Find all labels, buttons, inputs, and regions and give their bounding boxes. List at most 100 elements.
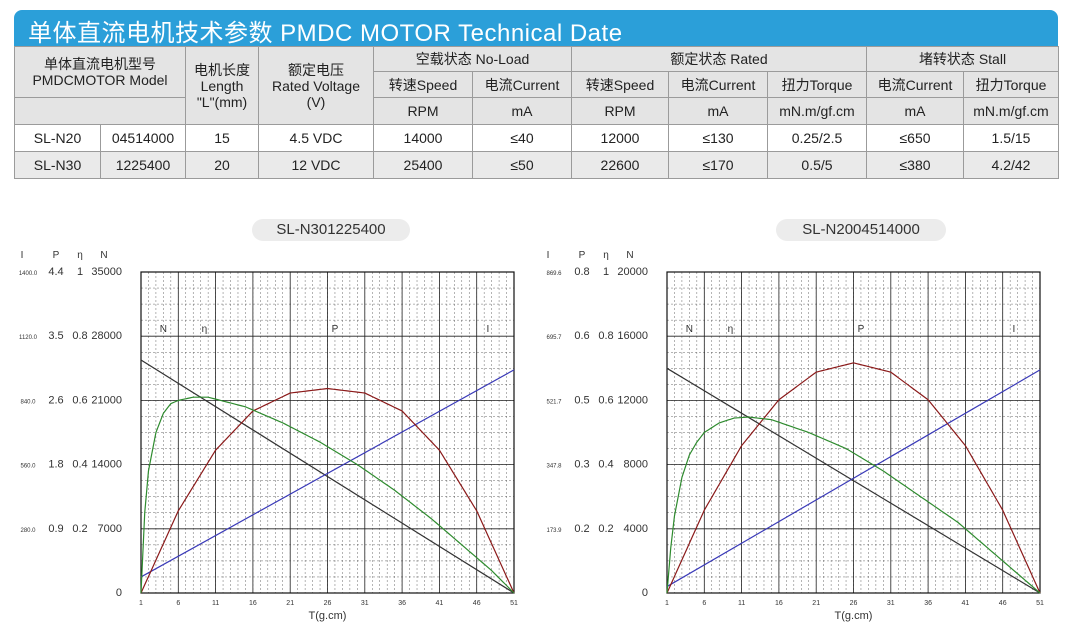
curve-label: I bbox=[486, 324, 489, 335]
curve-label: η bbox=[202, 324, 208, 335]
x-tick: 41 bbox=[962, 600, 970, 607]
y-tick-i: 560.0 bbox=[20, 464, 36, 470]
table-cell: 4.5 VDC bbox=[258, 124, 374, 152]
table-cell: 20 bbox=[185, 151, 259, 179]
y-tick-i: 840.0 bbox=[20, 399, 36, 405]
curve-label: N bbox=[686, 324, 693, 335]
table-cell: 12 VDC bbox=[258, 151, 374, 179]
unit-cell: mN.m/gf.cm bbox=[767, 97, 867, 125]
length-header: 电机长度 Length "L"(mm) bbox=[185, 46, 259, 125]
x-tick: 11 bbox=[738, 600, 745, 607]
y-tick-eta: 1 bbox=[77, 266, 83, 278]
table-cell: 1.5/15 bbox=[963, 124, 1059, 152]
voltage-header: 额定电压 Rated Voltage (V) bbox=[258, 46, 374, 125]
y-tick-n: 12000 bbox=[617, 394, 648, 406]
series-line-P bbox=[666, 362, 1041, 594]
y-tick-i: 1400.0 bbox=[19, 271, 38, 277]
y-tick-n: 20000 bbox=[617, 266, 648, 278]
y-tick-p: 0.6 bbox=[574, 330, 589, 342]
subheader-stall-current: 电流Current bbox=[866, 71, 964, 98]
y-tick-n: 0 bbox=[116, 587, 122, 599]
y-tick-eta: 0.8 bbox=[72, 330, 87, 342]
table-cell: 22600 bbox=[571, 151, 669, 179]
axis-header-3: N bbox=[100, 250, 107, 261]
x-tick: 51 bbox=[510, 600, 518, 607]
y-tick-i: 869.6 bbox=[546, 271, 562, 277]
series-line-η bbox=[666, 416, 1041, 594]
x-tick: 1 bbox=[139, 600, 143, 607]
table-cell: 0.25/2.5 bbox=[767, 124, 867, 152]
table-cell: SL-N30 bbox=[14, 151, 101, 179]
y-tick-p: 0.5 bbox=[574, 394, 589, 406]
curve-label: η bbox=[728, 324, 734, 335]
y-tick-i: 1120.0 bbox=[19, 335, 38, 341]
table-cell: ≤130 bbox=[668, 124, 768, 152]
y-tick-eta: 0.2 bbox=[72, 523, 87, 535]
x-axis-label: T(g.cm) bbox=[835, 610, 873, 622]
table-row: SL-N30 1225400 20 12 VDC 25400 ≤50 22600… bbox=[14, 151, 1059, 179]
subheader-rated-speed: 转速Speed bbox=[571, 71, 669, 98]
subheader-noload-speed: 转速Speed bbox=[373, 71, 473, 98]
y-tick-p: 3.5 bbox=[48, 330, 63, 342]
y-tick-eta: 0.8 bbox=[598, 330, 613, 342]
x-tick: 21 bbox=[286, 600, 294, 607]
axis-header-2: η bbox=[77, 250, 83, 261]
x-tick: 36 bbox=[398, 600, 406, 607]
unit-cell: mA bbox=[668, 97, 768, 125]
axis-header-0: I bbox=[21, 250, 24, 261]
y-tick-n: 7000 bbox=[98, 523, 122, 535]
unit-cell: RPM bbox=[373, 97, 473, 125]
series-line-N bbox=[666, 367, 1041, 594]
series-line-I bbox=[140, 369, 515, 578]
unit-cell: mA bbox=[866, 97, 964, 125]
table-cell: 25400 bbox=[373, 151, 473, 179]
table-cell: 14000 bbox=[373, 124, 473, 152]
y-tick-p: 2.6 bbox=[48, 394, 63, 406]
plot-frame bbox=[140, 271, 515, 594]
model-header-spacer bbox=[14, 97, 186, 125]
y-tick-p: 4.4 bbox=[48, 266, 63, 278]
chart-grid bbox=[141, 272, 514, 593]
unit-cell: mA bbox=[472, 97, 572, 125]
y-tick-n: 16000 bbox=[617, 330, 648, 342]
y-tick-n: 4000 bbox=[624, 523, 648, 535]
x-tick: 31 bbox=[361, 600, 369, 607]
unit-cell: mN.m/gf.cm bbox=[963, 97, 1059, 125]
x-tick: 51 bbox=[1036, 600, 1044, 607]
curve-label: P bbox=[332, 324, 339, 335]
chart-title: SL-N301225400 bbox=[252, 219, 410, 241]
y-tick-eta: 0.2 bbox=[598, 523, 613, 535]
table-cell: 12000 bbox=[571, 124, 669, 152]
group-rated-header: 额定状态 Rated bbox=[571, 46, 867, 72]
table-row: SL-N20 04514000 15 4.5 VDC 14000 ≤40 120… bbox=[14, 124, 1059, 152]
y-tick-n: 21000 bbox=[91, 394, 122, 406]
model-header: 单体直流电机型号 PMDCMOTOR Model bbox=[14, 46, 186, 98]
table-cell: 4.2/42 bbox=[963, 151, 1059, 179]
y-tick-p: 0.8 bbox=[574, 266, 589, 278]
x-tick: 31 bbox=[887, 600, 895, 607]
x-tick: 21 bbox=[812, 600, 820, 607]
x-tick: 16 bbox=[775, 600, 783, 607]
y-tick-i: 521.7 bbox=[546, 399, 562, 405]
group-noload-header: 空载状态 No-Load bbox=[373, 46, 572, 72]
y-tick-eta: 0.6 bbox=[72, 394, 87, 406]
axis-header-1: P bbox=[579, 250, 586, 261]
series-line-η bbox=[140, 396, 515, 594]
y-tick-n: 14000 bbox=[91, 459, 122, 471]
axis-header-3: N bbox=[626, 250, 633, 261]
y-tick-p: 0.2 bbox=[574, 523, 589, 535]
table-cell: ≤50 bbox=[472, 151, 572, 179]
y-tick-n: 0 bbox=[642, 587, 648, 599]
x-tick: 46 bbox=[473, 600, 481, 607]
x-tick: 11 bbox=[212, 600, 219, 607]
subheader-noload-current: 电流Current bbox=[472, 71, 572, 98]
table-cell: 15 bbox=[185, 124, 259, 152]
y-tick-i: 695.7 bbox=[546, 335, 562, 341]
unit-cell: RPM bbox=[571, 97, 669, 125]
axis-header-2: η bbox=[603, 250, 609, 261]
y-tick-p: 0.3 bbox=[574, 459, 589, 471]
x-tick: 46 bbox=[999, 600, 1007, 607]
